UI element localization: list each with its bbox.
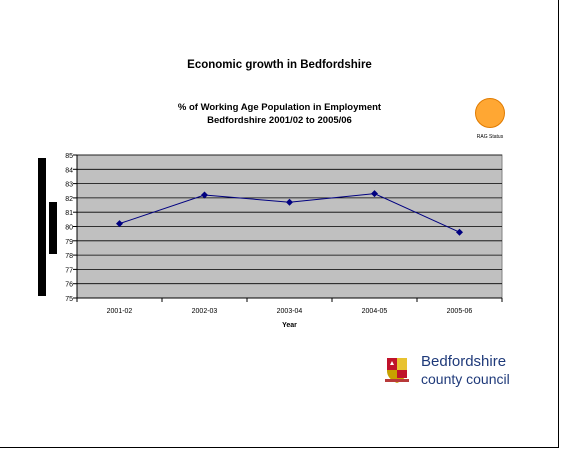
y-tick-label: 77 bbox=[65, 267, 73, 274]
chart-title-line2: Bedfordshire 2001/02 to 2005/06 bbox=[207, 115, 352, 126]
council-logo: Bedfordshire county council bbox=[383, 351, 543, 391]
crest-icon bbox=[385, 358, 409, 383]
redaction-bar bbox=[38, 158, 46, 296]
x-tick-label: 2005-06 bbox=[447, 308, 473, 315]
logo-text-line1: Bedfordshire bbox=[421, 353, 507, 370]
x-tick-label: 2004-05 bbox=[362, 308, 388, 315]
y-tick-label: 75 bbox=[65, 296, 73, 303]
y-tick-label: 81 bbox=[65, 210, 73, 217]
y-tick-label: 78 bbox=[65, 253, 73, 260]
y-tick-label: 80 bbox=[65, 225, 73, 232]
y-tick-label: 76 bbox=[65, 282, 73, 289]
data-point bbox=[456, 228, 463, 236]
y-tick-label: 79 bbox=[65, 239, 73, 246]
chart-title-line1: % of Working Age Population in Employmen… bbox=[177, 102, 382, 113]
x-tick-label: 2001-02 bbox=[107, 308, 133, 315]
y-tick-label: 83 bbox=[65, 182, 73, 189]
rag-status-label: RAG Status bbox=[476, 134, 504, 140]
data-point bbox=[116, 220, 123, 228]
y-tick-label: 84 bbox=[65, 167, 73, 174]
y-tick-label: 82 bbox=[65, 196, 73, 203]
chart-title: % of Working Age Population in Employmen… bbox=[0, 101, 559, 127]
logo-text-line2: county council bbox=[421, 371, 510, 387]
x-tick-label: 2002-03 bbox=[192, 308, 218, 315]
y-tick-label: 85 bbox=[65, 153, 73, 160]
data-point bbox=[286, 198, 293, 206]
x-axis-label: Year bbox=[282, 322, 297, 329]
redaction-bar-inner bbox=[49, 202, 57, 254]
data-point bbox=[371, 190, 378, 198]
data-point bbox=[201, 191, 208, 199]
slide-border bbox=[0, 0, 559, 448]
rag-status-indicator bbox=[475, 98, 505, 128]
x-tick-label: 2003-04 bbox=[277, 308, 303, 315]
page-title: Economic growth in Bedfordshire bbox=[187, 59, 372, 71]
